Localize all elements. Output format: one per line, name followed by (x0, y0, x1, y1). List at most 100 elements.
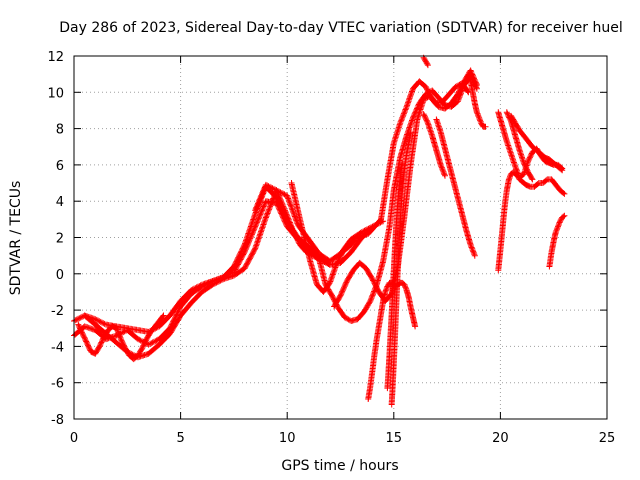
data-point-group (437, 129, 448, 151)
data-point-group (152, 319, 162, 330)
data-point-group (429, 87, 441, 100)
data-point-group (262, 181, 279, 193)
data-point-group (427, 92, 439, 106)
series-sat-s (546, 212, 568, 270)
data-point-group (320, 281, 332, 295)
data-point-group (420, 111, 431, 125)
series-sat-m (433, 116, 478, 259)
data-point-group (503, 109, 514, 123)
data-point-group (552, 225, 561, 236)
data-point-group (403, 87, 416, 110)
data-point-group (83, 339, 94, 354)
data-point-group (305, 236, 322, 256)
data-point-group (156, 313, 172, 330)
data-point-group (508, 118, 518, 138)
data-point-group (407, 118, 420, 167)
data-point-group (442, 145, 452, 167)
data-point-group (384, 370, 392, 392)
data-point-group (273, 200, 290, 229)
data-point-group (433, 147, 444, 167)
data-point-group (177, 288, 194, 304)
data-point-group (188, 284, 204, 297)
data-point-group (557, 187, 568, 197)
data-point-group (540, 177, 550, 186)
data-point-group (166, 313, 183, 337)
data-point-group (301, 234, 314, 265)
y-tick-label: -8 (51, 413, 64, 428)
data-point-group (348, 235, 364, 255)
data-point-group (316, 256, 329, 287)
data-point-group (288, 180, 301, 212)
data-point-group (406, 129, 414, 141)
data-point-group (92, 321, 108, 336)
data-point-group (401, 161, 414, 219)
data-point-group (75, 321, 85, 336)
data-point-group (555, 163, 566, 174)
data-point-group (520, 132, 531, 144)
y-tick-label: 12 (47, 50, 64, 65)
data-point-group (529, 143, 539, 153)
data-point-group (139, 337, 149, 352)
series-sat-n (467, 78, 489, 130)
data-point-group (559, 212, 568, 221)
data-point-group (550, 160, 560, 169)
chart-title: Day 286 of 2023, Sidereal Day-to-day VTE… (59, 20, 622, 36)
data-point-group (505, 172, 514, 183)
data-point-group (156, 326, 172, 343)
data-point-group (252, 199, 269, 230)
data-point-group (459, 210, 469, 232)
x-tick-label: 10 (279, 431, 296, 446)
data-point-group (135, 346, 145, 359)
data-point-group (478, 120, 486, 129)
data-point-group (499, 123, 510, 143)
data-point-group (516, 127, 526, 138)
data-point-group (537, 151, 548, 160)
data-point-group (122, 345, 132, 358)
series-sat-j (384, 160, 406, 392)
data-point-group (166, 304, 183, 332)
y-tick-label: -6 (51, 377, 64, 392)
data-point-group (390, 121, 403, 147)
data-point-group (198, 282, 215, 295)
data-point-group (177, 300, 194, 319)
data-point-group (145, 336, 161, 348)
data-point-group (361, 299, 373, 315)
data-point-group (188, 289, 204, 306)
data-point-group (446, 161, 457, 183)
data-point-group (397, 105, 410, 127)
data-point-group (284, 212, 297, 234)
data-point-group (333, 250, 345, 268)
data-point-group (450, 178, 461, 200)
data-point-group (398, 160, 406, 172)
series-sat-o (495, 169, 568, 274)
data-point-group (414, 98, 427, 123)
data-point-group (326, 263, 339, 286)
data-point-group (252, 215, 269, 252)
data-point-group (354, 310, 366, 323)
series-sat-k (420, 54, 431, 69)
data-point-group (337, 250, 354, 266)
data-point-group (459, 80, 472, 96)
data-point-group (335, 305, 347, 320)
data-point-group (446, 84, 458, 98)
data-point-group (307, 259, 320, 287)
y-tick-label: 8 (56, 123, 64, 138)
data-point-group (124, 327, 140, 342)
data-point-group (348, 229, 364, 243)
data-point-group (442, 101, 454, 112)
data-point-group (100, 328, 111, 341)
series-sat-d (75, 312, 167, 363)
data-point-group (437, 161, 448, 179)
data-point-group (546, 156, 556, 166)
data-point-group (463, 227, 474, 247)
data-point-group (177, 291, 194, 310)
data-point-group (369, 276, 382, 294)
data-point-group (454, 194, 465, 216)
data-point-group (533, 147, 543, 157)
series-sat-i (388, 129, 414, 408)
data-point-group (531, 181, 541, 190)
axis-ticks: 0 5 10 15 20 25 -8 -6 -4 -2 0 2 4 6 8 10 12 (47, 50, 615, 446)
data-point-group (92, 316, 108, 327)
